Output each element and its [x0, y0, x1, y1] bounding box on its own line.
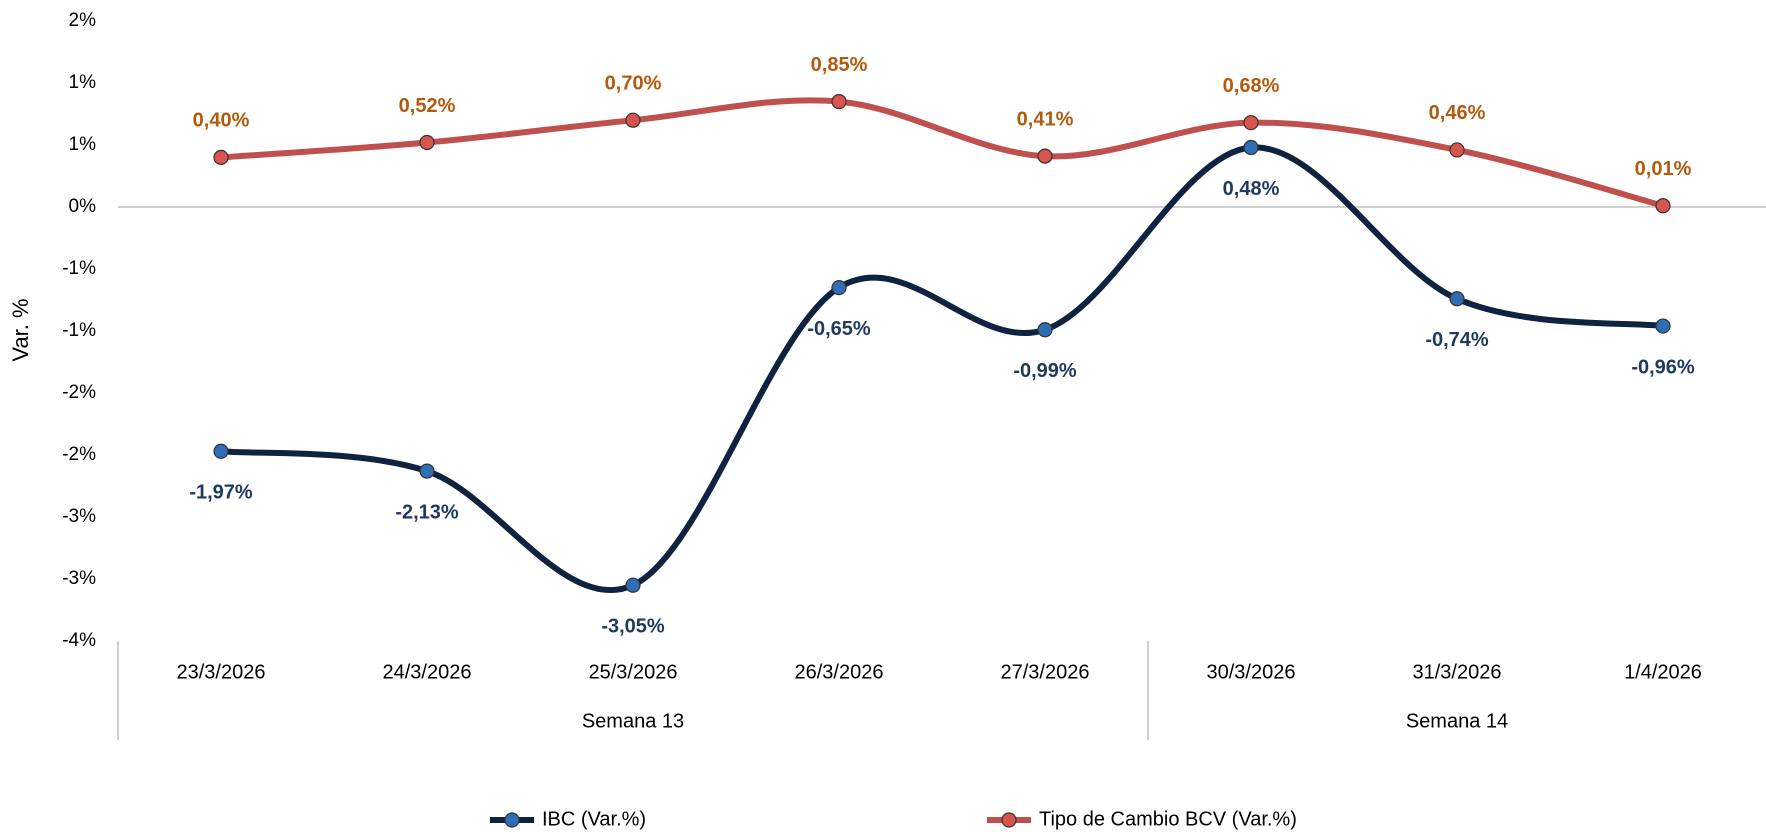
marker [1243, 115, 1259, 131]
marker [213, 149, 229, 165]
y-tick-label: 2% [69, 10, 97, 31]
marker [1449, 142, 1465, 158]
marker [1243, 139, 1259, 156]
group-label: Semana 14 [1406, 710, 1508, 732]
legend-label: IBC (Var.%) [542, 808, 646, 830]
data-label: 0,70% [605, 72, 662, 94]
x-tick-label: 1/4/2026 [1624, 661, 1702, 683]
x-tick-label: 24/3/2026 [383, 661, 472, 683]
x-tick-label: 25/3/2026 [589, 661, 678, 683]
marker [419, 134, 435, 151]
y-tick-label: 1% [69, 134, 97, 155]
marker [1449, 291, 1465, 307]
marker [419, 463, 435, 479]
y-tick-label: -1% [62, 258, 96, 279]
y-tick-label: -4% [62, 630, 96, 651]
data-label: 0,01% [1635, 158, 1692, 180]
data-label: -0,74% [1425, 329, 1489, 351]
data-label: 0,40% [193, 110, 250, 132]
y-tick-label: -2% [62, 382, 96, 403]
legend-label: Tipo de Cambio BCV (Var.%) [1039, 808, 1297, 830]
series-line [218, 97, 1666, 209]
data-label: -0,96% [1631, 356, 1695, 378]
marker [213, 443, 229, 459]
y-tick-label: -2% [62, 444, 96, 465]
x-tick-label: 26/3/2026 [795, 661, 884, 683]
y-axis-label: Var. % [8, 298, 33, 361]
y-tick-label: -3% [62, 568, 96, 589]
x-tick-label: 27/3/2026 [1001, 661, 1090, 683]
marker [1037, 148, 1053, 164]
y-tick-label: 1% [69, 72, 97, 93]
data-label: 0,46% [1429, 102, 1486, 124]
data-label: 0,48% [1223, 178, 1280, 200]
marker [1037, 322, 1053, 338]
series-line [218, 144, 1666, 594]
x-tick-label: 23/3/2026 [177, 661, 266, 683]
marker [831, 93, 847, 110]
data-label: -0,65% [807, 318, 871, 340]
marker [625, 577, 641, 593]
legend-marker [504, 812, 520, 828]
data-label: -3,05% [601, 615, 665, 637]
marker [1655, 318, 1671, 334]
x-tick-label: 31/3/2026 [1413, 661, 1502, 683]
group-label: Semana 13 [582, 710, 684, 732]
marker [831, 280, 847, 296]
marker [625, 112, 641, 128]
data-label: -0,99% [1013, 360, 1077, 382]
y-tick-label: -3% [62, 506, 96, 527]
data-label: -1,97% [189, 482, 253, 504]
x-tick-label: 30/3/2026 [1207, 661, 1296, 683]
data-label: 0,68% [1223, 75, 1280, 97]
data-label: 0,85% [811, 54, 868, 76]
legend-marker [1001, 812, 1017, 828]
y-tick-label: -1% [62, 320, 96, 341]
data-label: -2,13% [395, 501, 459, 523]
data-label: 0,41% [1017, 108, 1074, 130]
y-tick-label: 0% [69, 196, 97, 217]
marker [1655, 198, 1671, 214]
data-label: 0,52% [399, 95, 456, 117]
